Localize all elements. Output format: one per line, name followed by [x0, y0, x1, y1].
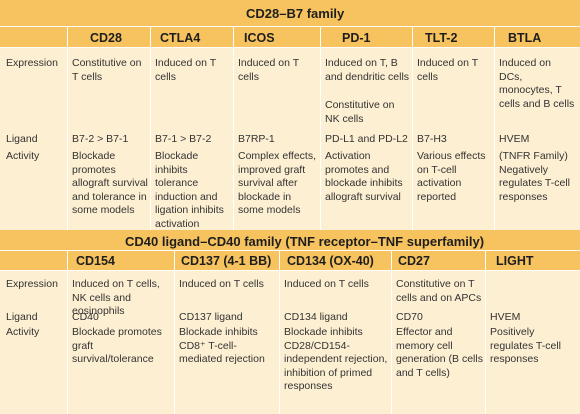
section2-family-band [0, 230, 580, 250]
section1-body [0, 48, 580, 230]
expression-ctla4: Induced on T cells [155, 57, 216, 83]
ligand-cd27: CD70 [396, 311, 423, 323]
ligand-pd1: PD-L1 and PD-L2 [325, 133, 408, 145]
activity-cd28: Blockade promotes allograft survival and… [72, 150, 148, 216]
column-header-light: LIGHT [496, 254, 534, 268]
ligand-cd154: CD40 [72, 311, 99, 323]
expression-cd134: Induced on T cells [284, 278, 369, 290]
column-header-cd28: CD28 [90, 31, 122, 45]
column-header-icos: ICOS [244, 31, 275, 45]
section1-family-band [0, 0, 580, 26]
ligand-ctla4: B7-1 > B7-2 [155, 133, 212, 145]
row-label-expression: Expression [6, 57, 58, 69]
expression-pd1-extra: Constitutive on NK cells [325, 99, 395, 125]
expression-cd28: Constitutive on T cells [72, 57, 142, 83]
ligand-btla: HVEM [499, 133, 530, 145]
ligand-light: HVEM [490, 311, 521, 323]
column-header-tlt2: TLT-2 [425, 31, 458, 45]
row-label-ligand-2: Ligand [6, 311, 38, 323]
expression-cd27: Constitutive on T cells and on APCs [396, 278, 482, 304]
activity-icos: Complex effects, improved graft survival… [238, 150, 317, 216]
section2-family-title: CD40 ligand–CD40 family (TNF receptor–TN… [125, 234, 485, 249]
column-header-btla: BTLA [508, 31, 542, 45]
row-label-activity: Activity [6, 150, 40, 162]
ligand-tlt2: B7-H3 [417, 133, 447, 145]
column-header-ctla4: CTLA4 [160, 31, 201, 45]
expression-pd1: Induced on T, B and dendritic cells [325, 57, 410, 83]
expression-tlt2: Induced on T cells [417, 57, 478, 83]
activity-btla: (TNFR Family) Negatively regulates T-cel… [499, 150, 571, 203]
activity-tlt2: Various effects on T-cell activation rep… [417, 150, 486, 203]
section2-body [0, 271, 580, 414]
activity-ctla4: Blockade inhibits tolerance induction an… [155, 150, 224, 230]
activity-cd134: Blockade inhibits CD28/CD154-independent… [284, 326, 388, 392]
row-label-ligand: Ligand [6, 133, 38, 145]
activity-cd154: Blockade promotes graft survival/toleran… [72, 326, 162, 365]
ligand-icos: B7RP-1 [238, 133, 275, 145]
expression-icos: Induced on T cells [238, 57, 299, 83]
column-header-cd154: CD154 [76, 254, 115, 268]
ligand-cd134: CD134 ligand [284, 311, 348, 323]
ligand-cd137: CD137 ligand [179, 311, 243, 323]
activity-cd137: Blockade inhibits CD8⁺ T-cell-mediated r… [179, 326, 265, 365]
column-header-cd137: CD137 (4-1 BB) [181, 254, 272, 268]
activity-cd27: Effector and memory cell generation (B c… [396, 326, 483, 379]
section1-family-title: CD28–B7 family [246, 6, 345, 21]
column-header-cd27: CD27 [398, 254, 430, 268]
section2-column-header-band [0, 250, 580, 270]
row-label-activity-2: Activity [6, 326, 40, 338]
activity-pd1: Activation promotes and blockade inhibit… [325, 150, 403, 203]
expression-cd154: Induced on T cells, NK cells and eosinop… [72, 278, 160, 317]
expression-btla: Induced on DCs, monocytes, T cells and B… [499, 57, 575, 110]
activity-light: Positively regulates T-cell responses [490, 326, 562, 365]
expression-cd137: Induced on T cells [179, 278, 264, 290]
column-header-pd1: PD-1 [342, 31, 371, 45]
section1-column-header-band [0, 27, 580, 47]
column-header-cd134: CD134 (OX-40) [287, 254, 374, 268]
row-label-expression-2: Expression [6, 278, 58, 290]
ligand-cd28: B7-2 > B7-1 [72, 133, 129, 145]
